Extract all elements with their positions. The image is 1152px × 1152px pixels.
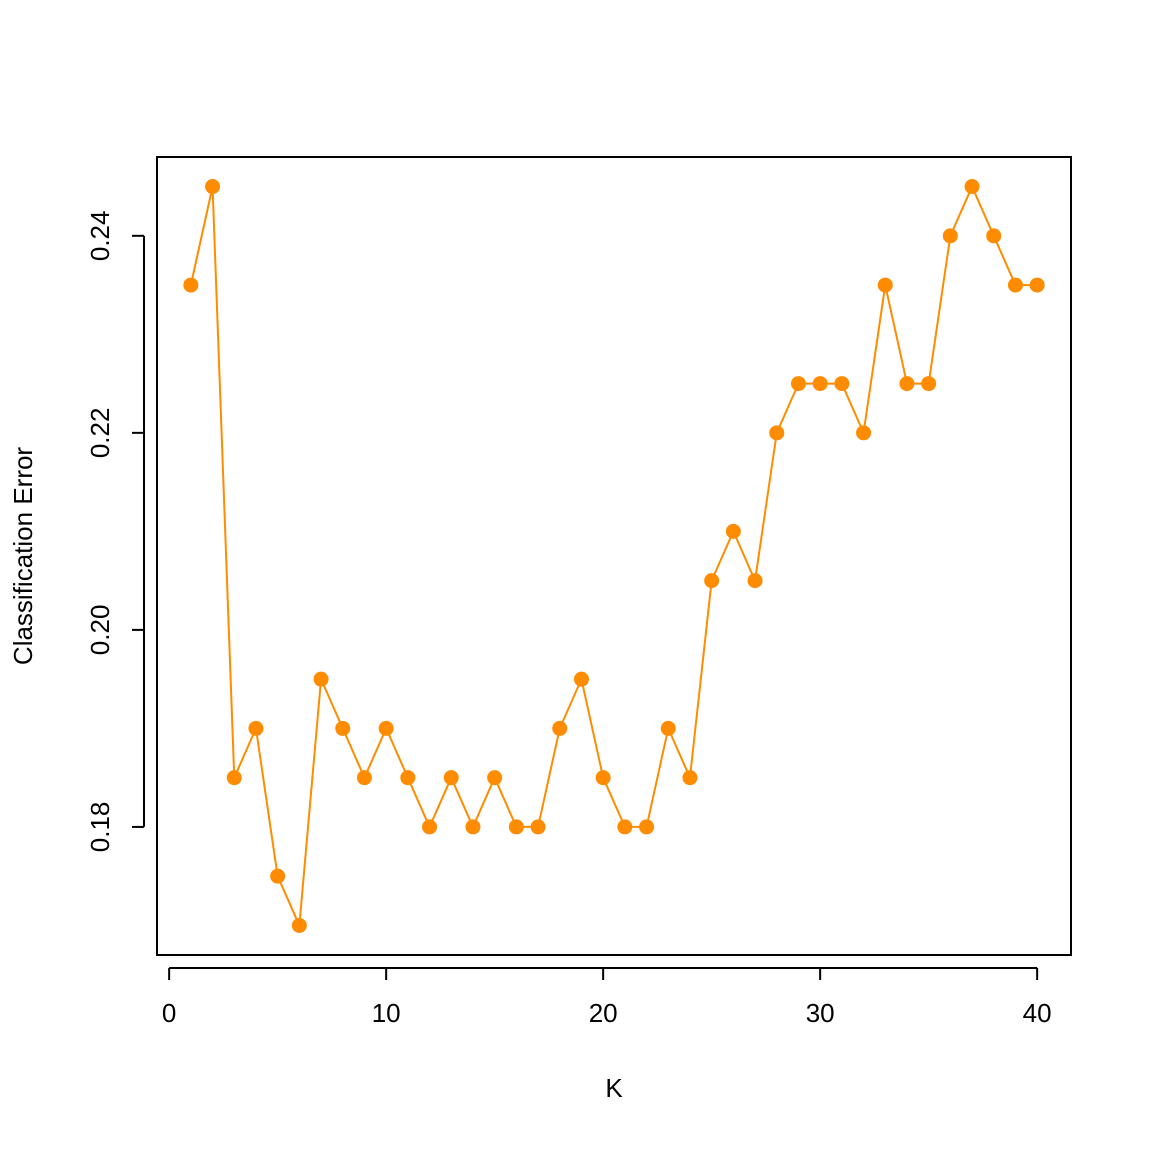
y-axis-label: Classification Error — [8, 447, 38, 666]
data-point — [400, 770, 416, 786]
y-tick-label: 0.20 — [85, 605, 115, 656]
data-point — [422, 819, 438, 835]
data-point — [378, 720, 394, 736]
data-point — [812, 376, 828, 392]
data-point — [270, 868, 286, 884]
data-point — [660, 720, 676, 736]
data-point — [921, 376, 937, 392]
data-point — [704, 573, 720, 589]
x-tick-label: 20 — [589, 998, 618, 1028]
data-point — [899, 376, 915, 392]
data-point — [964, 179, 980, 195]
x-tick-label: 10 — [372, 998, 401, 1028]
data-point — [747, 573, 763, 589]
data-point — [335, 720, 351, 736]
data-point — [769, 425, 785, 441]
data-point — [595, 770, 611, 786]
x-axis-label: K — [605, 1073, 623, 1103]
data-point — [1029, 277, 1045, 293]
data-point — [877, 277, 893, 293]
data-point — [313, 671, 329, 687]
data-point — [1007, 277, 1023, 293]
plot-box — [156, 156, 1072, 956]
data-point — [725, 523, 741, 539]
data-point — [356, 770, 372, 786]
y-tick-label: 0.18 — [85, 802, 115, 853]
data-point — [856, 425, 872, 441]
data-point — [205, 179, 221, 195]
y-tick-label: 0.22 — [85, 408, 115, 459]
data-point — [573, 671, 589, 687]
data-point — [443, 770, 459, 786]
x-tick-label: 30 — [806, 998, 835, 1028]
data-point — [790, 376, 806, 392]
data-point — [248, 720, 264, 736]
data-point — [986, 228, 1002, 244]
y-tick-label: 0.24 — [85, 211, 115, 262]
data-point — [942, 228, 958, 244]
data-point — [552, 720, 568, 736]
data-point — [682, 770, 698, 786]
data-point — [487, 770, 503, 786]
data-point — [508, 819, 524, 835]
data-point — [291, 917, 307, 933]
data-point — [226, 770, 242, 786]
data-point — [465, 819, 481, 835]
data-point — [639, 819, 655, 835]
data-point — [617, 819, 633, 835]
data-point — [183, 277, 199, 293]
x-tick-label: 0 — [162, 998, 176, 1028]
data-point — [530, 819, 546, 835]
series-line — [189, 184, 1038, 926]
x-tick-label: 40 — [1023, 998, 1052, 1028]
data-point — [834, 376, 850, 392]
